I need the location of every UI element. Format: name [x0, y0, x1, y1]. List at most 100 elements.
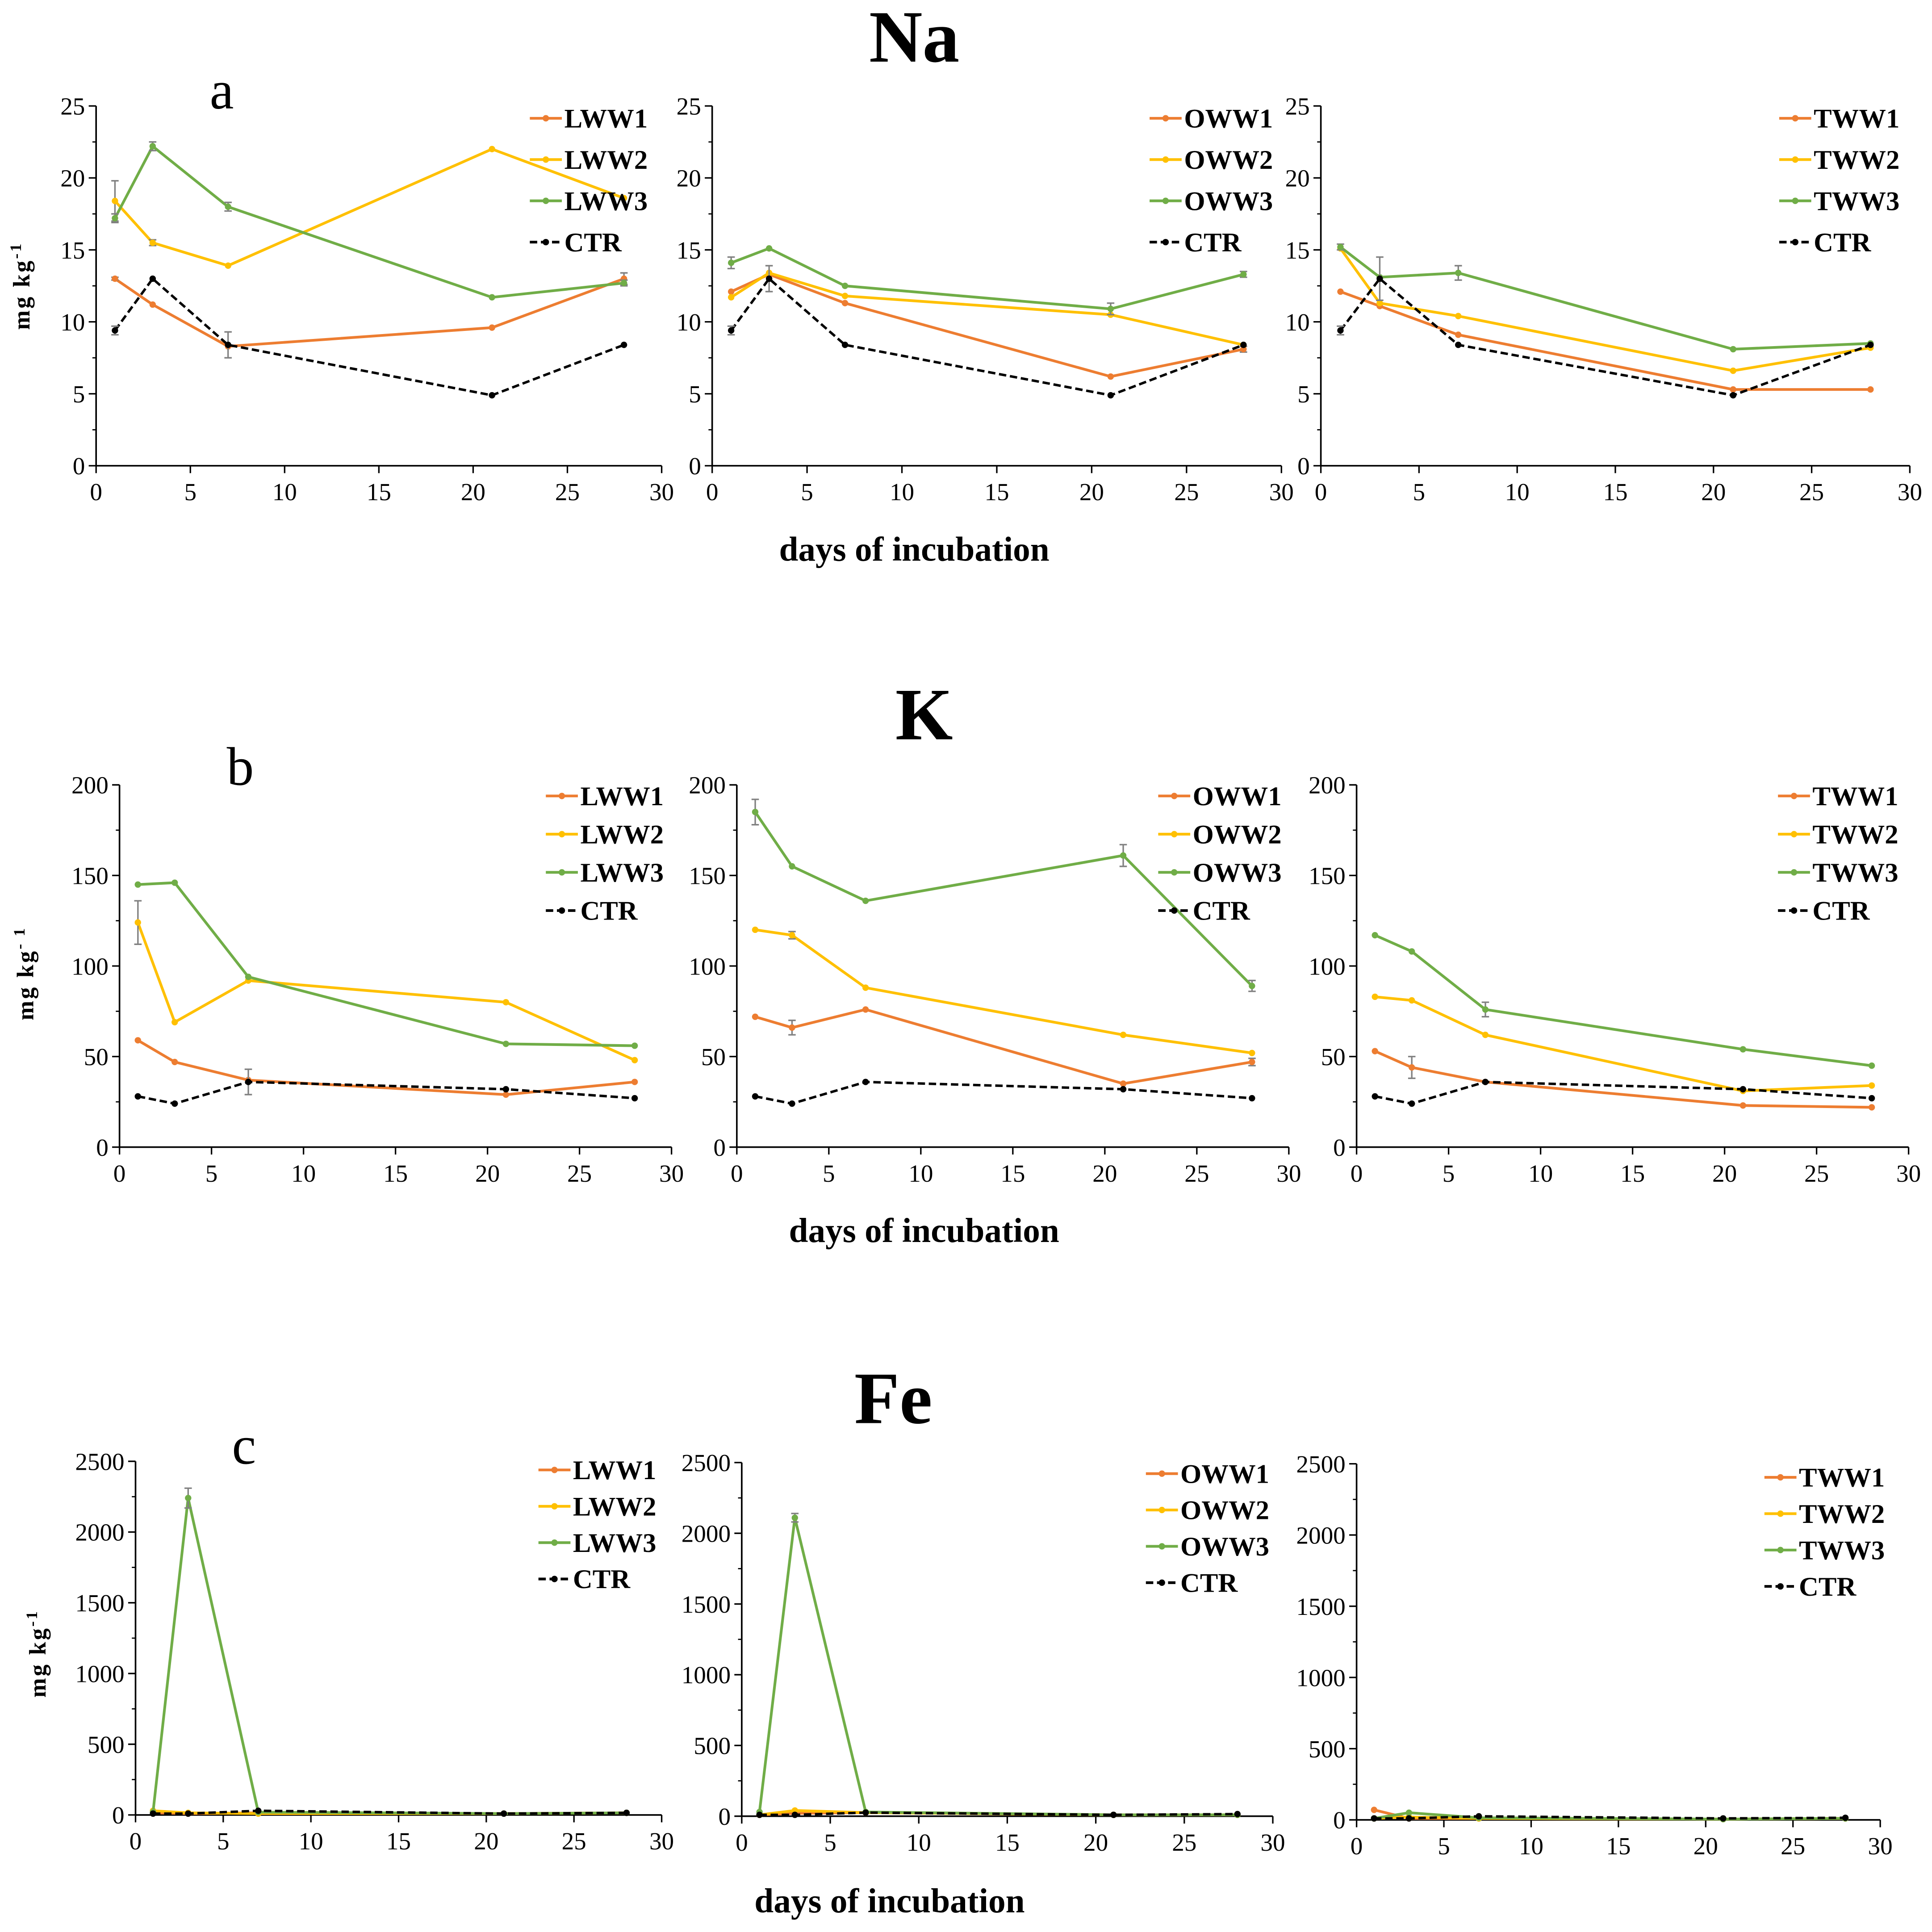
- x-tick-label: 5: [205, 1160, 218, 1187]
- legend-item-oww1: OWW1: [1158, 782, 1282, 811]
- data-point-lww2-day-7: [225, 262, 231, 269]
- data-point-oww1-day-7: [841, 300, 849, 306]
- y-tick-label: 50: [701, 1043, 726, 1071]
- legend-label: CTR: [573, 1564, 631, 1594]
- data-point-tww3-day-3: [1405, 1809, 1413, 1816]
- data-point-ctr-day-28: [1240, 342, 1247, 348]
- data-point-lww3-day-3: [185, 1495, 192, 1501]
- data-point-lww2-day-1: [134, 919, 141, 926]
- legend-marker: [1158, 1579, 1165, 1586]
- legend-label: OWW3: [1193, 858, 1282, 888]
- x-tick-label: 25: [1172, 1829, 1196, 1856]
- y-axis-label: mg kg- 1: [10, 926, 38, 1020]
- x-tick-label: 30: [1260, 1829, 1285, 1856]
- x-tick-label: 30: [1269, 478, 1294, 506]
- y-tick-label: 1000: [75, 1660, 124, 1687]
- legend-marker: [1792, 156, 1798, 163]
- y-tick-label: 10: [677, 309, 701, 336]
- data-point-ctr-day-1: [112, 327, 118, 334]
- legend-label: OWW3: [1184, 186, 1273, 216]
- x-tick-label: 20: [474, 1827, 498, 1855]
- legend-item-ctr: CTR: [1146, 1568, 1238, 1598]
- series-oww3: [756, 1513, 1241, 1818]
- data-point-ctr-day-7: [841, 342, 849, 348]
- x-tick-label: 10: [1505, 478, 1530, 506]
- data-point-ctr-day-3: [149, 275, 156, 282]
- y-tick-label: 1000: [1296, 1664, 1345, 1691]
- series-line-tww1: [1374, 1050, 1872, 1109]
- data-point-oww3-day-1: [728, 259, 735, 266]
- series-line-lww2: [114, 147, 625, 267]
- data-point-oww1-day-21: [1107, 373, 1114, 380]
- data-point-oww2-day-3: [789, 932, 795, 939]
- legend-marker: [558, 793, 565, 799]
- legend-marker: [1162, 115, 1169, 122]
- y-tick-label: 1500: [682, 1591, 731, 1618]
- legend-item-tww2: TWW2: [1764, 1499, 1885, 1529]
- data-point-tww1-day-28: [1868, 1104, 1875, 1111]
- data-point-ctr-day-21: [502, 1086, 509, 1093]
- legend-label: TWW2: [1814, 145, 1899, 175]
- y-tick-label: 100: [689, 953, 726, 980]
- legend-label: LWW2: [580, 820, 664, 849]
- data-point-tww3-day-21: [1730, 346, 1736, 353]
- section-title: Fe: [854, 1357, 933, 1439]
- data-point-tww1-day-7: [1455, 331, 1462, 338]
- data-point-tww3-day-3: [1409, 948, 1415, 955]
- data-point-lww3-day-28: [620, 280, 627, 286]
- data-point-lww3-day-1: [112, 215, 118, 222]
- x-tick-label: 25: [1804, 1160, 1829, 1187]
- x-tick-label: 10: [908, 1160, 933, 1187]
- x-axis-label: days of incubation: [789, 1211, 1059, 1250]
- legend-item-oww3: OWW3: [1146, 1532, 1269, 1562]
- x-tick-label: 20: [1079, 478, 1104, 506]
- x-tick-label: 20: [1092, 1160, 1117, 1187]
- legend-marker: [551, 1539, 558, 1546]
- x-tick-label: 5: [1438, 1832, 1450, 1860]
- legend-item-tww3: TWW3: [1778, 858, 1899, 888]
- x-tick-label: 0: [1351, 1832, 1363, 1860]
- x-tick-label: 5: [1443, 1160, 1455, 1187]
- y-tick-label: 150: [1309, 862, 1346, 890]
- data-point-tww1-day-1: [1372, 1048, 1378, 1054]
- x-tick-label: 10: [1528, 1160, 1553, 1187]
- legend-marker: [1158, 1470, 1165, 1477]
- y-tick-label: 0: [1333, 1807, 1346, 1834]
- data-point-ctr-day-28: [1842, 1815, 1849, 1821]
- legend-marker: [1171, 831, 1178, 837]
- x-tick-label: 0: [90, 478, 102, 506]
- data-point-lww2-day-28: [631, 1057, 638, 1063]
- data-point-oww2-day-28: [1249, 1050, 1255, 1056]
- x-tick-label: 15: [984, 478, 1009, 506]
- x-tick-label: 0: [706, 478, 719, 506]
- panel-letter: c: [232, 1416, 256, 1476]
- legend-marker: [551, 1467, 558, 1473]
- x-tick-label: 30: [1896, 1160, 1921, 1187]
- data-point-ctr-day-3: [171, 1100, 178, 1107]
- y-tick-label: 15: [677, 237, 701, 264]
- data-point-ctr-day-7: [255, 1807, 262, 1814]
- data-point-lww3-day-7: [225, 203, 231, 210]
- x-tick-label: 20: [461, 478, 485, 506]
- legend-item-ctr: CTR: [1764, 1572, 1857, 1602]
- series-line-lww2: [136, 922, 636, 1062]
- series-line-ctr: [730, 277, 1244, 397]
- legend-label: LWW3: [565, 186, 648, 216]
- data-point-lww3-day-3: [171, 879, 178, 886]
- x-tick-label: 30: [649, 1827, 674, 1855]
- section-fe: Fe c days of incubation mg kg-1: [23, 1357, 1025, 1920]
- x-tick-label: 10: [272, 478, 297, 506]
- legend-item-ctr: CTR: [546, 896, 638, 926]
- y-tick-label: 0: [689, 452, 701, 480]
- y-tick-label: 2500: [682, 1449, 731, 1476]
- data-point-lww1-day-3: [171, 1058, 178, 1066]
- legend-item-ctr: CTR: [1779, 228, 1871, 258]
- legend-item-tww3: TWW3: [1764, 1535, 1885, 1565]
- data-point-ctr-day-3: [789, 1100, 795, 1107]
- y-tick-label: 2500: [1296, 1451, 1345, 1478]
- legend-marker: [1792, 197, 1798, 204]
- y-tick-label: 0: [1297, 452, 1310, 480]
- legend-label: OWW1: [1193, 782, 1282, 811]
- legend-item-ctr: CTR: [1778, 896, 1870, 926]
- data-point-oww2-day-21: [1120, 1032, 1127, 1038]
